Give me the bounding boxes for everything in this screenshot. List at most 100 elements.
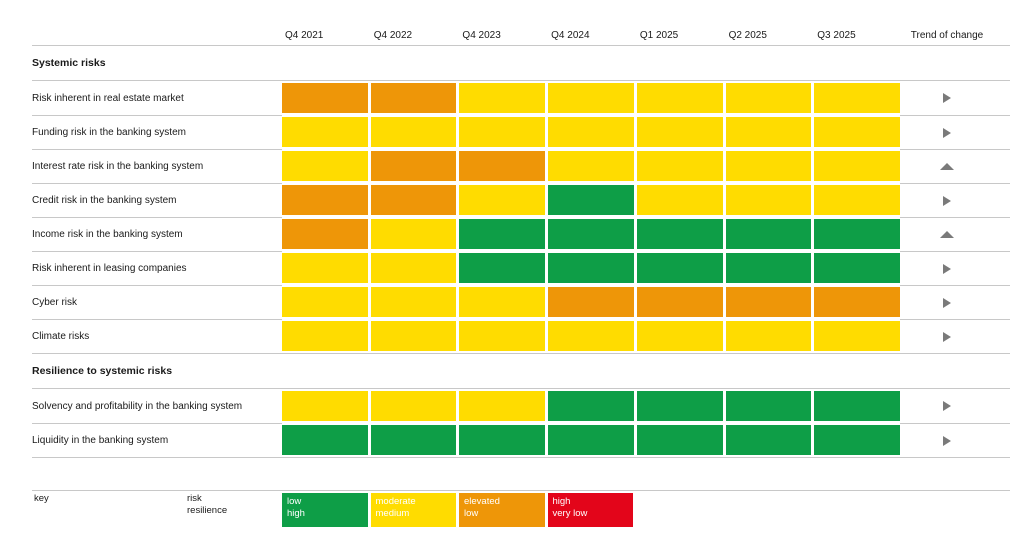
row-label: Cyber risk: [32, 285, 282, 319]
table-row: Cyber risk: [32, 285, 1010, 319]
table-row: Climate risks: [32, 319, 1010, 353]
trend-cell: [900, 217, 1010, 251]
risk-cell: [370, 185, 457, 215]
risk-cell: [636, 425, 723, 455]
risk-cell: [725, 219, 812, 249]
row-label: Credit risk in the banking system: [32, 183, 282, 217]
table-row: Funding risk in the banking system: [32, 115, 1010, 149]
risk-cell: [370, 287, 457, 317]
row-label: Interest rate risk in the banking system: [32, 149, 282, 183]
table-row: Interest rate risk in the banking system: [32, 149, 1010, 183]
trend-cell: [900, 285, 1010, 319]
trend-cell: [900, 251, 1010, 285]
column-header: Q4 2023: [462, 30, 501, 41]
trend-arrow-icon: [940, 231, 954, 238]
risk-cells: [282, 423, 900, 457]
table-row: Risk inherent in real estate market: [32, 81, 1010, 115]
risk-cell: [636, 253, 723, 283]
column-header-row: Q4 2021 Q4 2022 Q4 2023 Q4 2024 Q1 2025 …: [32, 25, 1010, 45]
risk-cell: [636, 321, 723, 351]
risk-cell: [814, 185, 900, 215]
risk-cells: [282, 251, 900, 285]
trend-arrow-icon: [943, 263, 951, 274]
risk-cell: [725, 425, 812, 455]
row-label: Risk inherent in leasing companies: [32, 251, 282, 285]
risk-cells: [282, 81, 900, 115]
trend-cell: [900, 423, 1010, 457]
table-body: Systemic risks Risk inherent in real est…: [32, 45, 1010, 458]
row-label: Solvency and profitability in the bankin…: [32, 400, 243, 412]
risk-cells: [282, 285, 900, 319]
risk-cell: [548, 117, 634, 147]
risk-cell: [370, 425, 457, 455]
trend-cell: [900, 149, 1010, 183]
risk-cell: [282, 117, 368, 147]
risk-cell: [548, 391, 634, 421]
trend-cell: [900, 319, 1010, 353]
trend-arrow-icon: [943, 195, 951, 206]
risk-cell: [370, 219, 457, 249]
risk-cell: [282, 185, 368, 215]
risk-cell: [459, 287, 546, 317]
section-systemic-risks: Systemic risks Risk inherent in real est…: [32, 45, 1010, 353]
risk-cell: [459, 219, 546, 249]
risk-cell: [814, 219, 900, 249]
risk-cell: [459, 253, 546, 283]
risk-cell: [636, 287, 723, 317]
legend: key risk resilience low high moderate me…: [32, 490, 1010, 527]
risk-cell: [814, 321, 900, 351]
column-header: Q2 2025: [728, 30, 767, 41]
trend-cell: [900, 115, 1010, 149]
legend-swatch-risk-text: moderate: [375, 496, 416, 507]
risk-cell: [548, 253, 634, 283]
column-header: Q4 2021: [285, 30, 324, 41]
table-row: Income risk in the banking system: [32, 217, 1010, 251]
risk-cell: [282, 151, 368, 181]
risk-cell: [725, 83, 812, 113]
column-header: Q1 2025: [639, 30, 679, 41]
risk-cell: [814, 151, 900, 181]
section-resilience: Resilience to systemic risks Solvency an…: [32, 353, 1010, 458]
risk-cell: [548, 425, 634, 455]
risk-cell: [282, 83, 368, 113]
risk-cell: [370, 253, 457, 283]
risk-cell: [636, 391, 723, 421]
trend-arrow-icon: [943, 401, 951, 411]
legend-swatch-resilience-text: medium: [375, 508, 410, 519]
trend-arrow-icon: [943, 297, 951, 308]
table-row: Solvency and profitability in the bankin…: [32, 389, 1010, 423]
legend-swatch-risk-text: high: [552, 496, 571, 507]
risk-cells: [282, 115, 900, 149]
legend-swatch-low: low high: [282, 493, 368, 527]
risk-cells: [282, 389, 900, 423]
risk-cell: [814, 287, 900, 317]
row-label: Risk inherent in real estate market: [32, 92, 184, 104]
legend-swatches: low high moderate medium elevated low hi…: [282, 493, 633, 527]
risk-cell: [459, 83, 546, 113]
risk-cells: [282, 319, 900, 353]
risk-cell: [636, 151, 723, 181]
row-label: Liquidity in the banking system: [32, 423, 282, 457]
trend-cell: [900, 389, 1010, 423]
risk-cell: [548, 219, 634, 249]
risk-cells: [282, 183, 900, 217]
column-header: Q3 2025: [817, 30, 856, 41]
legend-swatch-resilience-text: low: [464, 508, 479, 519]
risk-cell: [725, 117, 812, 147]
risk-cell: [548, 185, 634, 215]
risk-cell: [459, 185, 546, 215]
risk-cell: [725, 391, 812, 421]
legend-axis-labels: risk resilience: [187, 493, 282, 527]
risk-cell: [282, 321, 368, 351]
risk-cell: [548, 321, 634, 351]
legend-resilience-label: resilience: [187, 505, 228, 516]
risk-cell: [636, 219, 723, 249]
risk-cell: [548, 287, 634, 317]
legend-swatch-moderate: moderate medium: [370, 493, 456, 527]
legend-swatch-high: high very low: [547, 493, 633, 527]
risk-cell: [548, 83, 634, 113]
risk-cell: [636, 83, 723, 113]
trend-arrow-icon: [940, 163, 954, 170]
trend-arrow-icon: [943, 435, 951, 446]
